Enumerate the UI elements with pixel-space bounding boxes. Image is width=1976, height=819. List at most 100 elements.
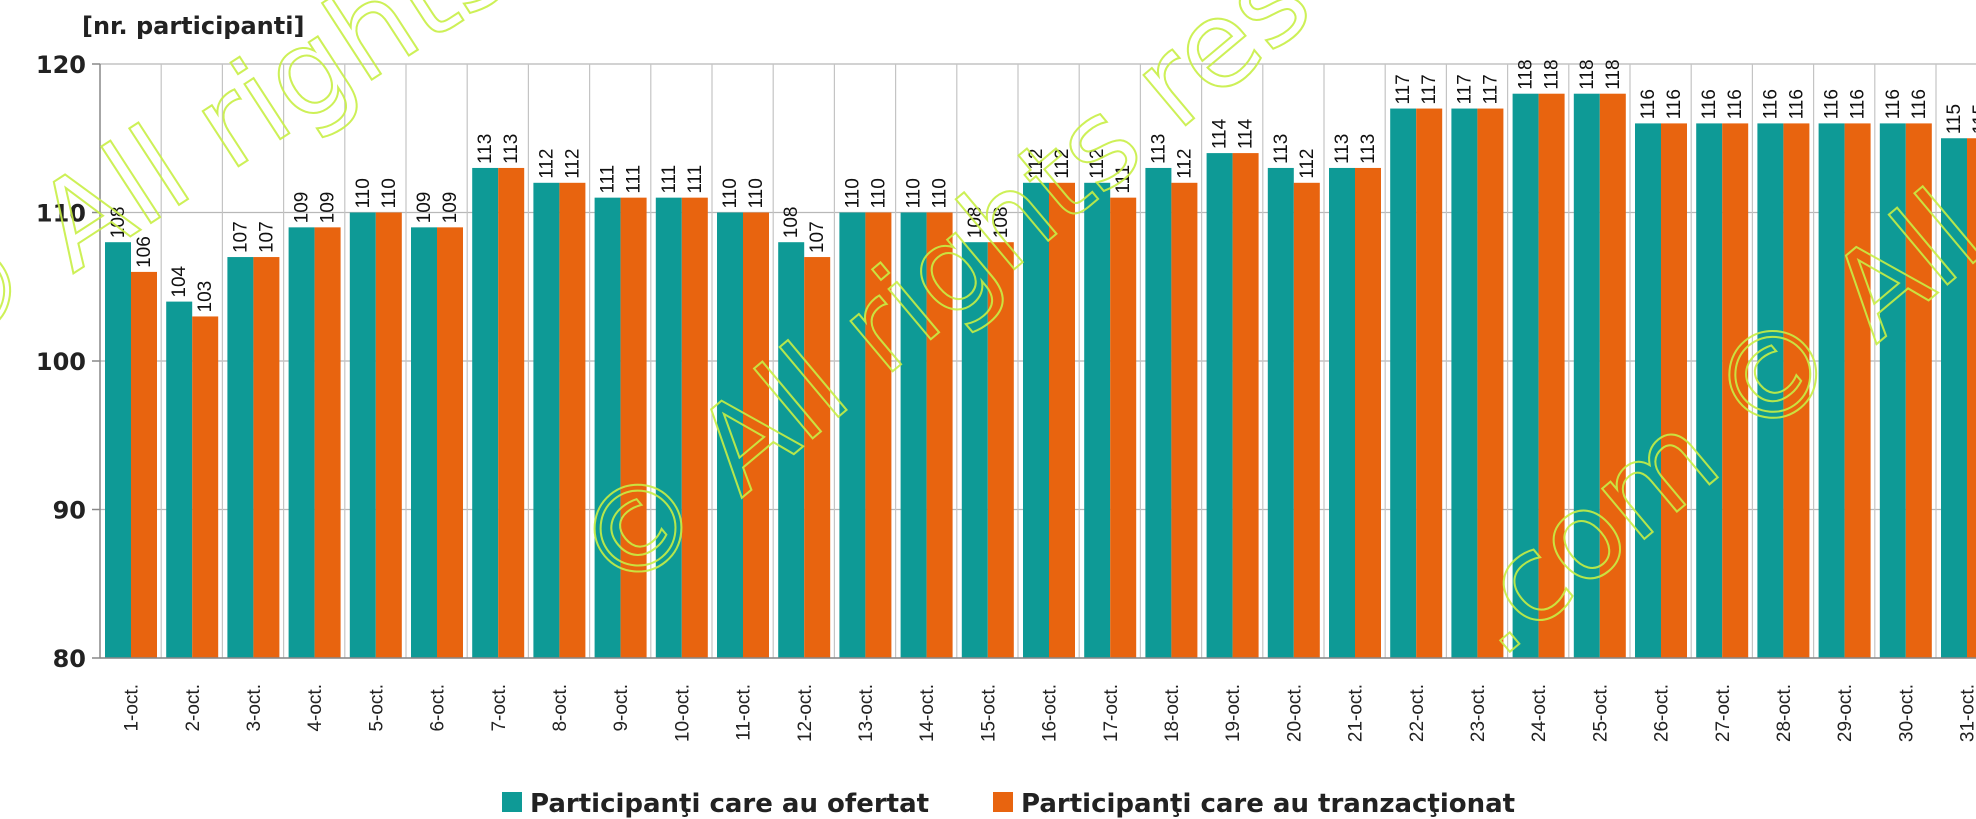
- x-tick-label: 11-oct.: [734, 684, 755, 741]
- bar-ofertat-20: [1267, 167, 1294, 658]
- x-tick-label: 17-oct.: [1101, 684, 1122, 742]
- bar-ofertat-6: [411, 227, 437, 658]
- bar-ofertat-12: [778, 242, 805, 658]
- y-tick-label: 110: [36, 200, 86, 228]
- bar-ofertat-18: [1145, 167, 1172, 658]
- data-label: 109: [292, 192, 313, 224]
- x-tick-label: 13-oct.: [856, 684, 877, 742]
- bar-ofertat-25: [1573, 93, 1600, 658]
- bar-ofertat-21: [1329, 167, 1355, 658]
- data-label: 111: [598, 165, 619, 194]
- x-tick-label: 14-oct.: [917, 684, 938, 742]
- data-label: 113: [1332, 134, 1353, 164]
- bar-tranzactionat-27: [1722, 123, 1749, 658]
- gridlines: [92, 63, 1976, 659]
- bar-tranzactionat-19: [1232, 153, 1259, 658]
- bar-tranzactionat-13: [865, 212, 892, 658]
- data-label: 116: [1848, 89, 1869, 119]
- bar-ofertat-16: [1023, 182, 1049, 659]
- bar-ofertat-13: [839, 212, 866, 658]
- data-label: 107: [807, 221, 828, 253]
- bar-ofertat-22: [1390, 108, 1417, 659]
- x-tick-label: 16-oct.: [1040, 684, 1061, 742]
- data-label: 113: [1358, 134, 1379, 164]
- data-label: 116: [1883, 89, 1904, 119]
- bar-tranzactionat-23: [1477, 108, 1504, 659]
- data-label: 114: [1236, 118, 1257, 149]
- bar-tranzactionat-5: [375, 212, 402, 658]
- data-label: 118: [1577, 59, 1598, 89]
- data-label: 116: [1822, 89, 1843, 119]
- data-label: 112: [1052, 149, 1073, 179]
- bar-tranzactionat-4: [314, 227, 341, 658]
- bar-ofertat-1: [105, 242, 131, 658]
- data-label: 107: [230, 221, 251, 253]
- bar-tranzactionat-6: [437, 227, 463, 658]
- data-label: 116: [1725, 89, 1746, 119]
- bar-ofertat-11: [717, 212, 743, 658]
- y-axis-title: [nr. participanti]: [82, 12, 304, 40]
- legend-label-ofertat: Participanţi care au ofertat: [530, 789, 929, 819]
- x-tick-label: 1-oct.: [122, 684, 143, 732]
- data-label: 106: [134, 236, 155, 268]
- x-axis-ticks: 1-oct. 2-oct. 3-oct. 4-oct. 5-oct. 6-oct. 7-oc…: [122, 684, 1976, 742]
- data-label: 116: [1638, 89, 1659, 119]
- data-label: 111: [624, 165, 645, 194]
- bar-ofertat-29: [1818, 123, 1845, 658]
- x-tick-label: 6-oct.: [428, 684, 449, 732]
- bar-tranzactionat-31: [1967, 138, 1976, 658]
- x-tick-label: 27-oct.: [1713, 684, 1734, 742]
- data-label: 104: [169, 265, 190, 297]
- bar-tranzactionat-11: [743, 212, 769, 658]
- data-label: 108: [108, 206, 129, 238]
- bar-tranzactionat-26: [1661, 123, 1687, 658]
- bar-tranzactionat-14: [926, 212, 953, 658]
- bar-tranzactionat-30: [1905, 123, 1932, 658]
- data-label: 110: [720, 178, 741, 208]
- bar-ofertat-3: [227, 257, 254, 658]
- data-label: 110: [904, 178, 925, 208]
- data-label: 108: [991, 206, 1012, 238]
- legend-swatch-ofertat: [502, 792, 522, 812]
- data-label: 118: [1603, 59, 1624, 89]
- data-label: 114: [1210, 118, 1231, 149]
- x-tick-label: 20-oct.: [1284, 684, 1305, 742]
- bar-tranzactionat-10: [681, 197, 708, 658]
- x-tick-label: 3-oct.: [244, 684, 265, 732]
- x-tick-label: 10-oct.: [672, 684, 693, 742]
- bar-ofertat-19: [1206, 153, 1233, 658]
- bar-tranzactionat-1: [131, 271, 157, 658]
- data-label: 116: [1699, 89, 1720, 119]
- bar-tranzactionat-28: [1783, 123, 1810, 658]
- y-axis-ticks: 80 90 100 110 120: [36, 51, 86, 673]
- x-tick-label: 23-oct.: [1468, 684, 1489, 742]
- x-tick-label: 15-oct.: [978, 684, 999, 742]
- data-label: 112: [1297, 149, 1318, 179]
- bar-ofertat-30: [1879, 123, 1906, 658]
- bar-ofertat-14: [900, 212, 927, 658]
- data-label: 107: [256, 221, 277, 253]
- data-label: 110: [868, 178, 889, 208]
- bar-tranzactionat-25: [1599, 93, 1626, 658]
- x-tick-label: 18-oct.: [1162, 684, 1183, 742]
- data-label: 112: [1174, 149, 1195, 179]
- bar-ofertat-8: [533, 182, 560, 659]
- x-tick-label: 7-oct.: [489, 684, 510, 732]
- bar-tranzactionat-7: [498, 167, 525, 658]
- bar-ofertat-15: [961, 242, 988, 658]
- data-label: 111: [659, 165, 680, 194]
- x-tick-label: 9-oct.: [611, 684, 632, 732]
- bar-tranzactionat-2: [192, 316, 219, 658]
- data-label: 110: [379, 178, 400, 208]
- bar-ofertat-23: [1451, 108, 1478, 659]
- bar-ofertat-7: [472, 167, 499, 658]
- bar-tranzactionat-29: [1844, 123, 1871, 658]
- data-label: 112: [562, 149, 583, 179]
- legend: Participanţi care au ofertat Participanţ…: [502, 789, 1515, 819]
- data-label: 115: [1970, 104, 1976, 134]
- bar-ofertat-4: [288, 227, 315, 658]
- data-label: 113: [1148, 134, 1169, 164]
- bar-tranzactionat-17: [1110, 197, 1137, 658]
